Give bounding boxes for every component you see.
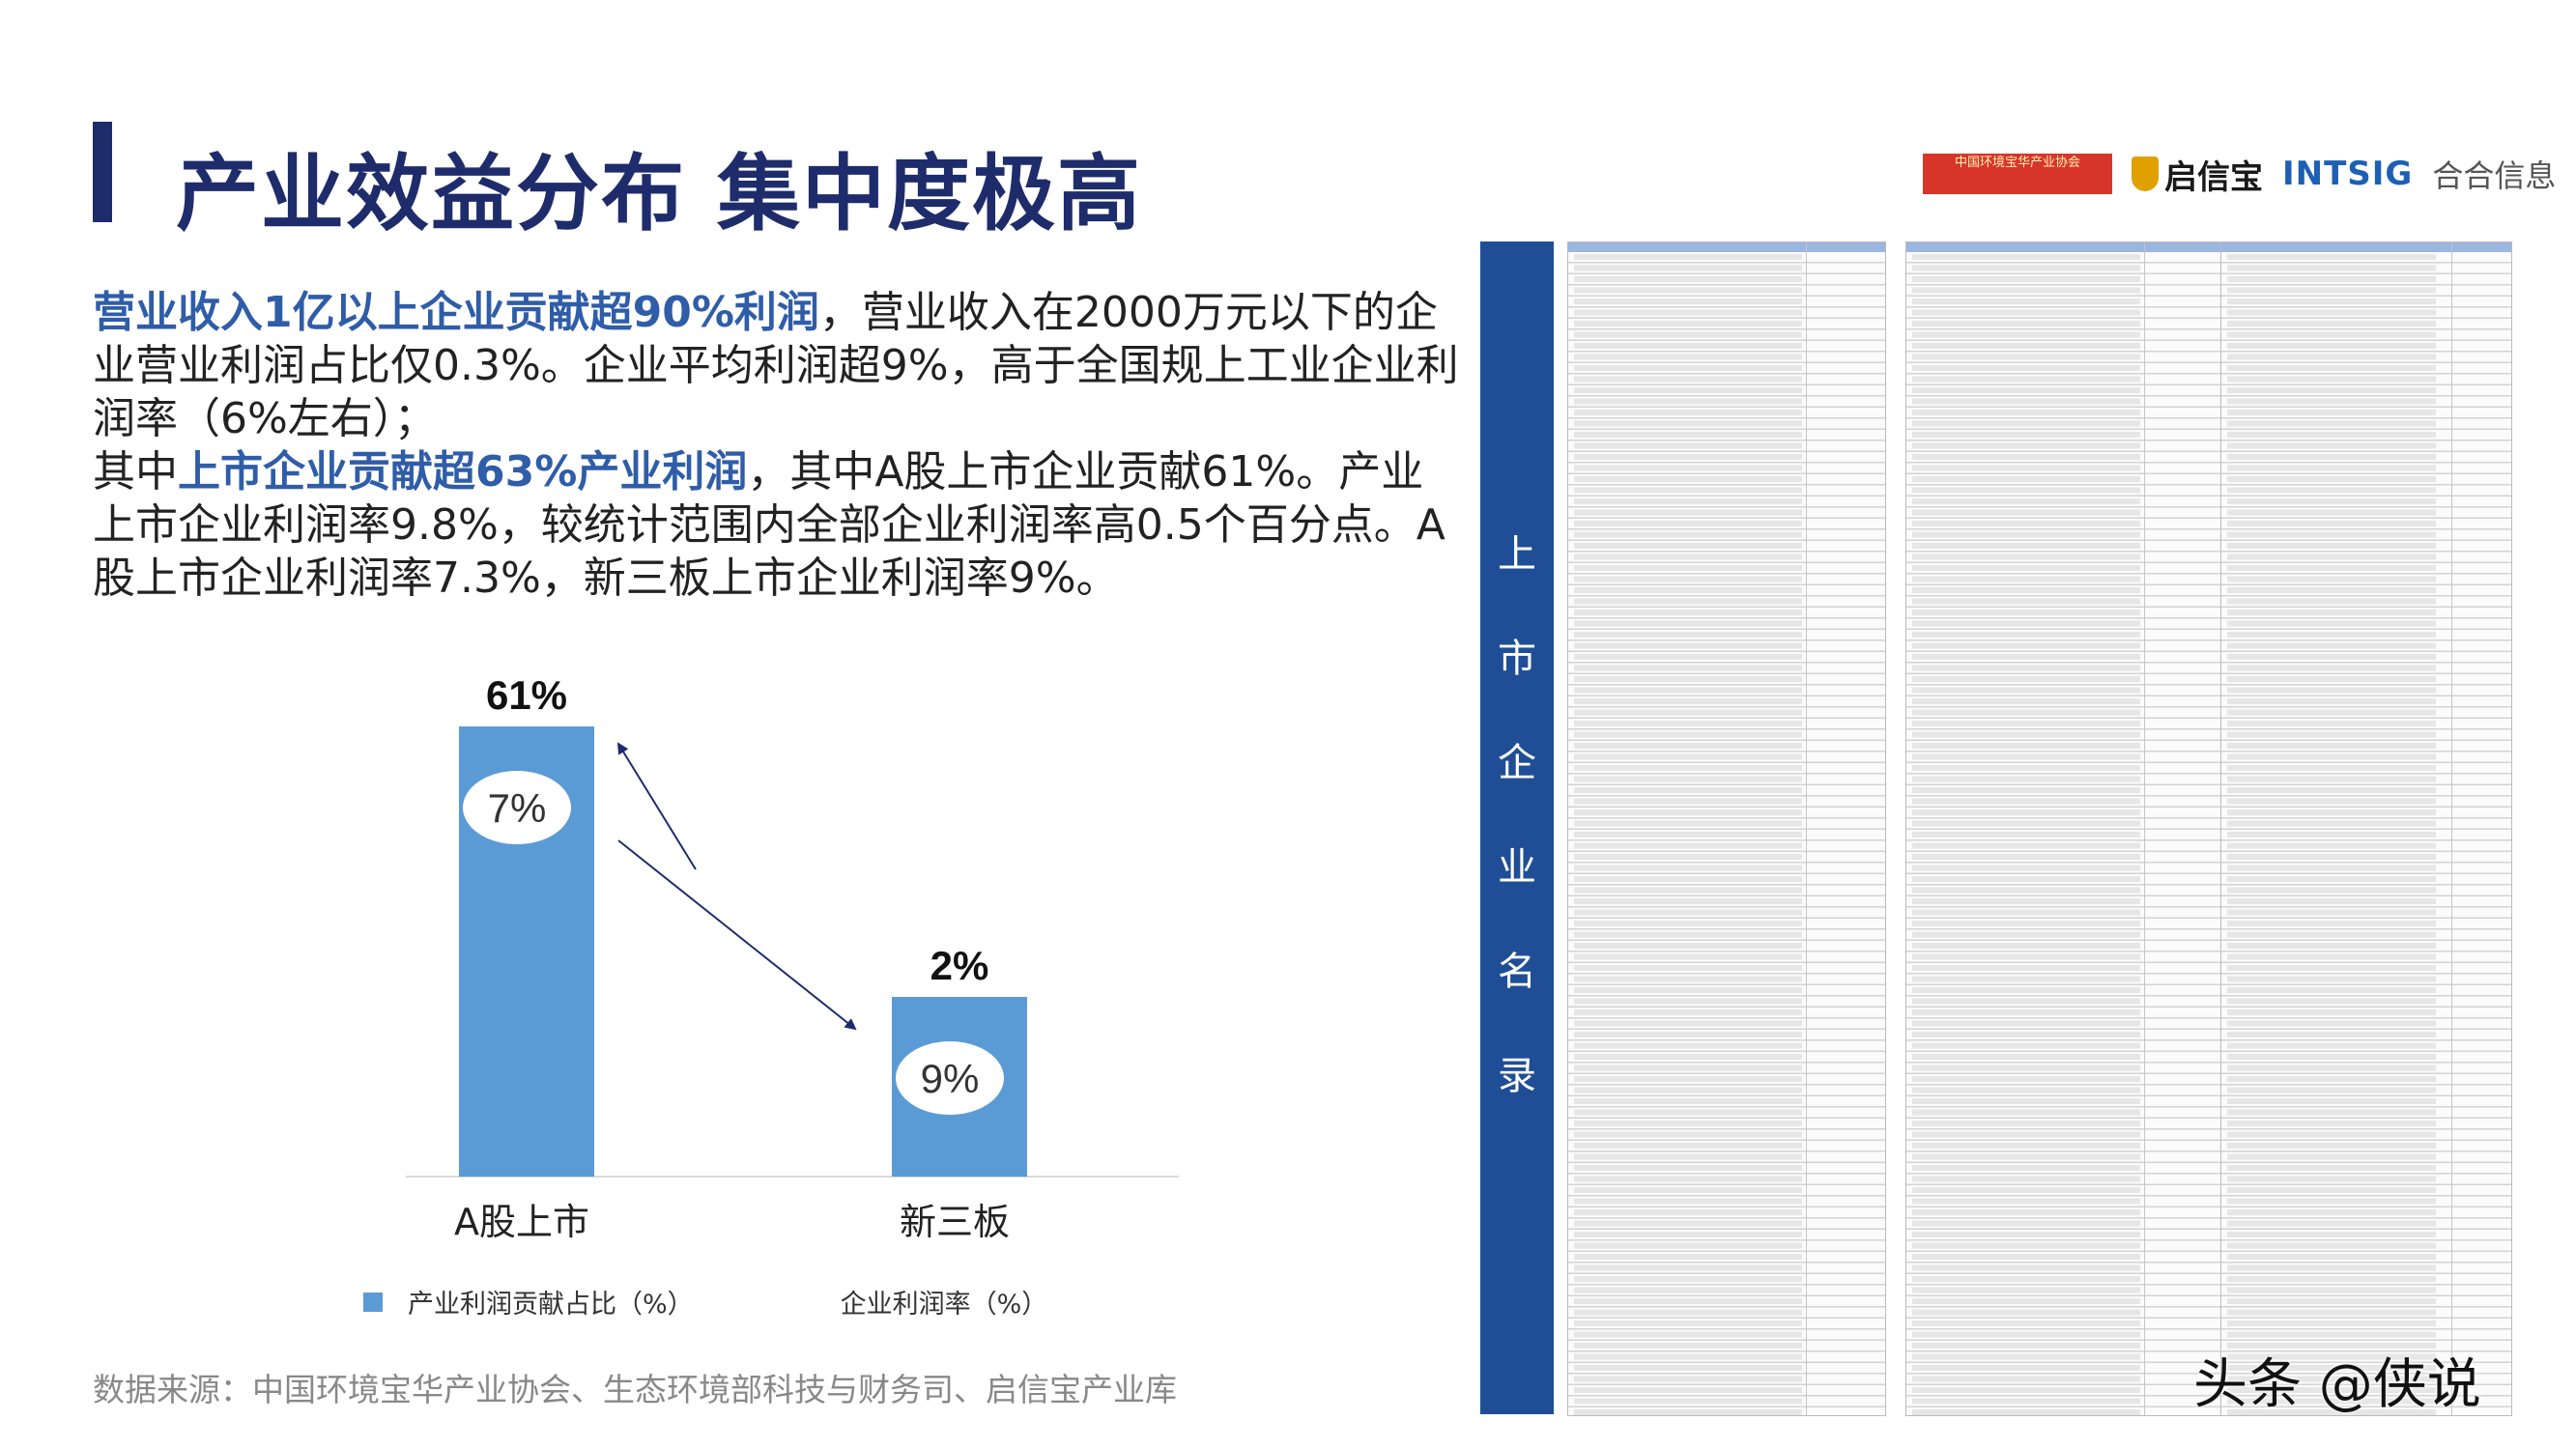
summary-prefix-2: 其中 — [93, 447, 178, 497]
company-list-table-1 — [1567, 242, 1886, 1416]
company-list-table-rows — [2221, 252, 2511, 1415]
bar-value-label: 2% — [930, 943, 989, 988]
list-label-char: 业 — [1498, 845, 1536, 890]
trend-arrow-up — [616, 742, 697, 870]
list-label-char: 名 — [1498, 950, 1536, 994]
watermark: 头条 @侠说 — [2193, 1353, 2481, 1416]
summary-line-1: 营业收入1亿以上企业贡献超90%利润，营业收入在2000万元以下的企业营业利润占… — [93, 286, 1465, 445]
list-label-char: 上 — [1498, 532, 1536, 577]
legend-label-contribution: 产业利润贡献占比（%） — [408, 1290, 694, 1320]
summary-paragraph: 营业收入1亿以上企业贡献超90%利润，营业收入在2000万元以下的企业营业利润占… — [93, 286, 1465, 605]
legend-item-contribution: 产业利润贡献占比（%） — [363, 1283, 694, 1321]
bar-value-label: 61% — [486, 672, 567, 718]
qixinbao-logo: 启信宝 — [2132, 151, 2263, 198]
margin-value-label: 9% — [921, 1056, 980, 1101]
summary-text-1: ，营业收入在2000万元以下的企业营业利润占比仅0.3%。企业平均利润超9%，高… — [93, 288, 1459, 443]
legend-item-margin: 企业利润率（%） — [795, 1283, 1048, 1321]
margin-value-label: 7% — [488, 785, 547, 831]
company-list-column-divider — [1806, 242, 1807, 1415]
title-accent-bar — [93, 122, 112, 222]
legend-swatch-margin — [795, 1292, 816, 1312]
qixinbao-logo-text: 启信宝 — [2164, 157, 2263, 197]
list-label-char: 录 — [1498, 1054, 1536, 1098]
company-list-column-divider — [2144, 242, 2145, 1415]
logo-strip: 中国环境宝华产业协会 启信宝 INTSIG 合合信息 — [1923, 149, 2556, 199]
qixinbao-shield-icon — [2132, 156, 2159, 191]
intsig-logo: INTSIG — [2282, 155, 2414, 193]
company-list-table-rows — [1568, 252, 1885, 1415]
summary-text-2: ，其中A股上市企业贡献61%。产业上市企业利润率9.8%，较统计范围内全部企业利… — [93, 447, 1445, 603]
summary-line-2: 其中上市企业贡献超63%产业利润，其中A股上市企业贡献61%。产业上市企业利润率… — [93, 445, 1465, 605]
category-label: A股上市 — [454, 1201, 589, 1243]
trend-arrow-down — [617, 839, 857, 1031]
company-list-label: 上 市 企 业 名 录 — [1480, 502, 1554, 1128]
company-list-table-rows — [1906, 252, 2223, 1415]
category-label: 新三板 — [900, 1201, 1010, 1243]
company-list-table-header — [1568, 242, 1885, 252]
legend-swatch-contribution — [363, 1292, 383, 1312]
list-label-char: 市 — [1498, 637, 1536, 681]
highlight-listed: 上市企业贡献超63%产业利润 — [178, 447, 748, 497]
company-list-tab: 上 市 企 业 名 录 — [1480, 242, 1554, 1414]
company-list-table-2 — [1905, 242, 2224, 1416]
hehe-logo: 合合信息 — [2432, 157, 2557, 194]
chart-legend: 产业利润贡献占比（%） 企业利润率（%） — [363, 1283, 1047, 1321]
data-source-note: 数据来源：中国环境宝华产业协会、生态环境部科技与财务司、启信宝产业库 — [93, 1371, 1177, 1408]
company-list-table-header — [2221, 242, 2511, 252]
page-title: 产业效益分布 集中度极高 — [176, 146, 1142, 242]
company-list-table-header — [1906, 242, 2223, 252]
company-list-column-divider — [2451, 242, 2452, 1415]
profit-chart: 61% 7% A股上市 2% 9% 新三板 — [406, 672, 1179, 1243]
association-logo: 中国环境宝华产业协会 — [1923, 154, 2112, 194]
list-label-char: 企 — [1498, 741, 1536, 785]
margin-bubble — [896, 1041, 1004, 1115]
company-list-table-3 — [2220, 242, 2512, 1416]
legend-label-margin: 企业利润率（%） — [840, 1290, 1048, 1320]
highlight-revenue: 营业收入1亿以上企业贡献超90%利润 — [93, 288, 819, 337]
margin-bubble — [463, 771, 571, 844]
